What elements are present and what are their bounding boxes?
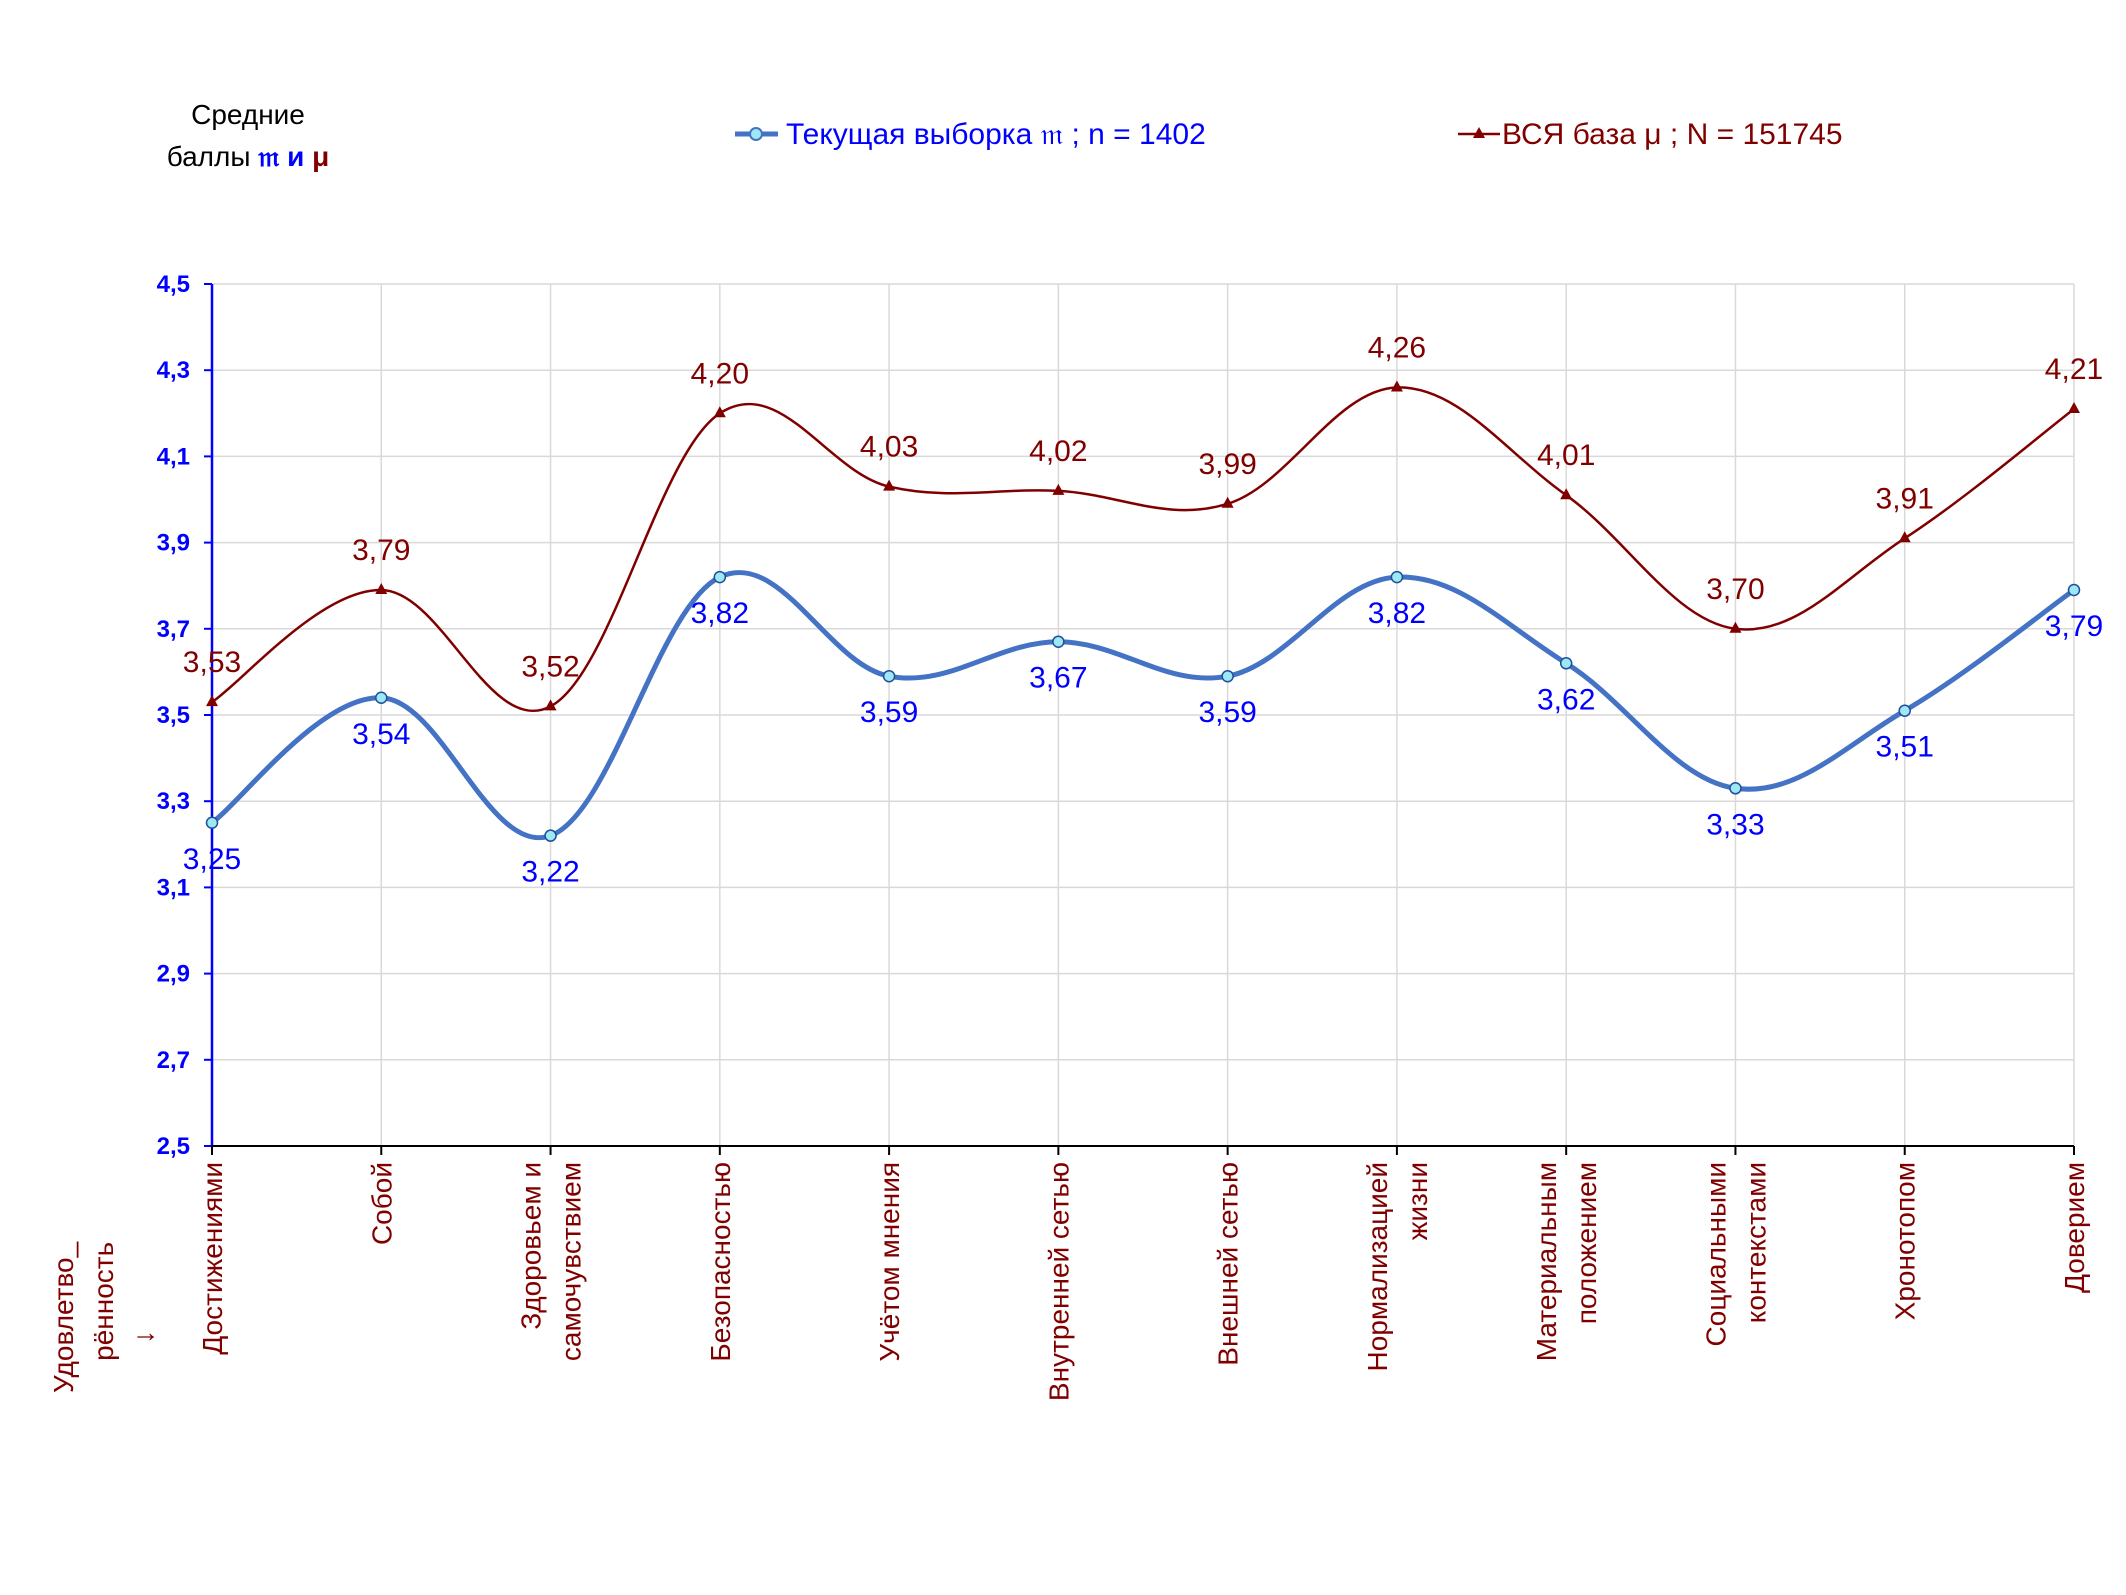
data-label-whole-base: 3,53 <box>183 646 241 679</box>
legend-label-whole-base: ВСЯ база μ ; N = 151745 <box>1502 118 1843 151</box>
y-tick-label: 3,5 <box>157 702 190 729</box>
y-axis-title-mu-symbol: μ <box>312 141 329 172</box>
circle-marker <box>882 669 896 683</box>
series-line-current-sample <box>210 570 2076 841</box>
data-label-whole-base: 4,26 <box>1368 331 1426 364</box>
circle-marker <box>1559 657 1573 670</box>
y-axis-title-m-symbol: 𝔪 <box>257 141 279 172</box>
y-tick-labels: 2,5 2,7 2,9 3,1 3,3 3,5 3,7 3,9 4,1 4,3 4,5 <box>157 271 190 1160</box>
circle-marker <box>544 829 557 842</box>
x-axis-title-arrow: ↓ <box>128 1330 159 1344</box>
axes <box>204 283 2075 1155</box>
y-tick-label: 2,9 <box>157 961 190 988</box>
legend-entry-whole-base: ВСЯ база μ ; N = 151745 <box>1458 118 1843 151</box>
y-tick-label: 3,7 <box>157 616 190 643</box>
circle-marker <box>1390 570 1404 584</box>
data-label-current-sample: 3,82 <box>1368 597 1426 630</box>
y-tick-label: 3,9 <box>157 530 190 557</box>
y-tick-label: 2,5 <box>157 1133 190 1160</box>
x-tick-label: Доверием <box>2059 1162 2090 1293</box>
circle-marker <box>2067 583 2081 597</box>
x-axis-title: Удовлетво_ рённость ↓ <box>48 1234 159 1393</box>
x-axis-title-line-2: рённость <box>88 1242 119 1361</box>
y-tick-label: 2,7 <box>157 1047 190 1074</box>
circle-marker <box>1729 782 1742 795</box>
y-axis-title-and: и <box>287 141 304 172</box>
legend-circle-marker-icon <box>749 127 763 141</box>
y-tick-label: 4,3 <box>157 357 190 384</box>
triangle-marker <box>1052 483 1065 495</box>
data-label-current-sample: 3,67 <box>1029 662 1087 695</box>
data-label-whole-base: 3,52 <box>521 650 579 683</box>
y-axis-title-line-2: баллы 𝔪 и μ <box>167 141 330 172</box>
data-label-current-sample: 3,59 <box>1198 696 1256 729</box>
y-tick-label: 3,3 <box>157 788 190 815</box>
triangle-marker <box>1729 621 1742 633</box>
data-label-current-sample: 3,22 <box>521 856 579 889</box>
data-label-current-sample: 3,51 <box>1876 731 1934 764</box>
data-label-whole-base: 3,99 <box>1198 448 1256 481</box>
x-tick-label: Нормализацией жизни <box>1362 1162 1433 1371</box>
x-tick-label: Безопасностью <box>705 1162 736 1362</box>
data-label-current-sample: 3,33 <box>1706 808 1764 841</box>
data-label-whole-base: 3,79 <box>352 534 410 567</box>
x-tick-label: Достижениями <box>197 1162 228 1355</box>
data-label-current-sample: 3,59 <box>860 696 918 729</box>
circle-marker <box>1898 704 1911 717</box>
data-label-current-sample: 3,79 <box>2045 610 2103 643</box>
x-axis-title-line-1: Удовлетво_ <box>48 1241 79 1393</box>
circle-marker <box>375 691 388 705</box>
x-tick-label: Хронотопом <box>1890 1162 1921 1320</box>
circle-marker <box>1221 669 1234 683</box>
circle-marker <box>1052 635 1065 648</box>
data-label-whole-base: 4,03 <box>860 431 918 464</box>
data-label-whole-base: 4,02 <box>1029 435 1087 468</box>
triangle-marker <box>1560 488 1573 500</box>
data-label-whole-base: 3,91 <box>1876 482 1934 515</box>
data-label-current-sample: 3,54 <box>352 718 410 751</box>
data-label-whole-base: 4,21 <box>2045 353 2103 386</box>
triangle-marker <box>206 695 218 707</box>
x-tick-label: Социальными контекстами <box>1700 1162 1771 1346</box>
gridlines <box>212 283 2075 1146</box>
data-label-whole-base: 4,20 <box>691 357 749 390</box>
x-tick-label: Внутренней сетью <box>1043 1162 1074 1401</box>
legend-triangle-marker-icon <box>1473 127 1485 138</box>
triangle-marker <box>2068 401 2080 413</box>
triangle-marker <box>1221 496 1234 508</box>
y-tick-label: 4,5 <box>157 271 190 298</box>
triangle-marker <box>1390 380 1403 392</box>
x-tick-label: Внешней сетью <box>1213 1162 1244 1366</box>
triangle-marker <box>1898 531 1911 543</box>
legend-entry-current-sample: Текущая выборка 𝔪 ; n = 1402 <box>735 118 1206 151</box>
circle-marker <box>205 816 219 829</box>
triangle-marker <box>375 583 388 595</box>
x-tick-label: Собой <box>366 1162 397 1245</box>
x-tick-label: Здоровьем и самочувствием <box>516 1162 587 1361</box>
legend-label-current-sample: Текущая выборка 𝔪 ; n = 1402 <box>786 118 1206 151</box>
data-labels: 3,53 3,79 3,52 4,20 4,03 4,02 3,99 4,26 4,01 3,70… <box>183 331 2103 888</box>
data-label-current-sample: 3,25 <box>183 843 241 876</box>
x-tick-labels: Достижениями Собой Здоровьем и самочувствие… <box>197 1162 2090 1401</box>
y-tick-label: 4,1 <box>157 443 190 470</box>
legend: Текущая выборка 𝔪 ; n = 1402 ВСЯ база μ … <box>735 118 1843 151</box>
y-axis-title-word: баллы <box>167 141 251 172</box>
y-tick-label: 3,1 <box>157 874 190 901</box>
series-group <box>205 380 2081 842</box>
x-tick-label: Материальным положением <box>1531 1162 1602 1361</box>
data-label-current-sample: 3,82 <box>691 597 749 630</box>
x-tick-label: Учётом мнения <box>874 1162 905 1362</box>
data-label-whole-base: 3,70 <box>1706 573 1764 606</box>
data-label-whole-base: 4,01 <box>1537 439 1595 472</box>
data-label-current-sample: 3,62 <box>1537 683 1595 716</box>
triangle-marker <box>713 406 726 418</box>
y-axis-title-line-1: Средние <box>191 99 305 130</box>
series-line-whole-base <box>211 386 2075 712</box>
triangle-marker <box>544 699 557 711</box>
triangle-marker <box>883 479 896 491</box>
circle-marker <box>713 570 727 584</box>
